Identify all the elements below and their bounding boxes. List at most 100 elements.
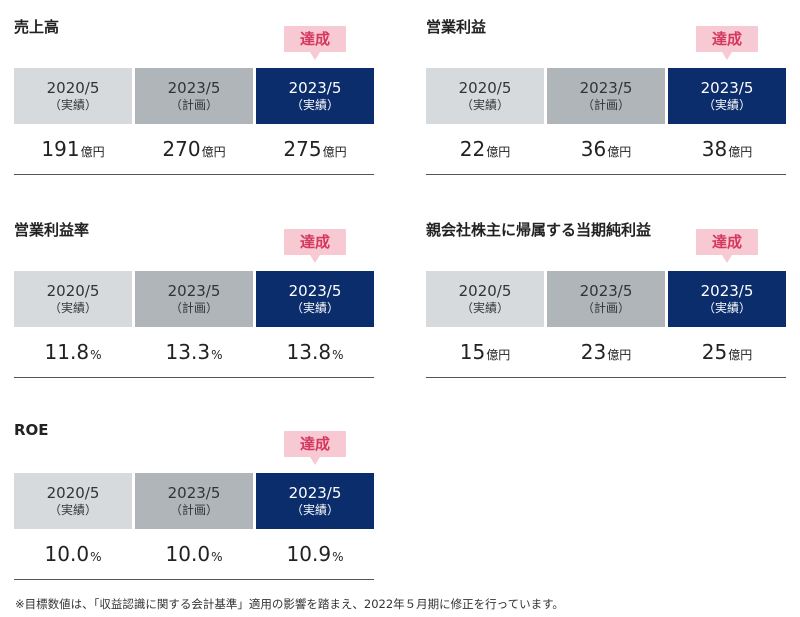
value-number: 25	[701, 340, 728, 364]
period-header: 2020/5 （実績）	[426, 68, 544, 124]
value-unit: %	[90, 549, 102, 564]
kpi-title: 営業利益率	[14, 221, 90, 239]
footnote: ※目標数値は、「収益認識に関する会計基準」適用の影響を踏まえ、2022年５月期に…	[15, 597, 564, 611]
value-number: 22	[459, 137, 486, 161]
period-header: 2020/5 （実績）	[426, 271, 544, 327]
period-type: （計画）	[581, 98, 630, 112]
value-number: 13.8	[286, 340, 332, 364]
period-year: 2023/5	[700, 282, 754, 300]
value-number: 275	[283, 137, 322, 161]
value-cell: 270 億円	[135, 124, 253, 174]
value-unit: %	[211, 347, 223, 362]
period-header: 2023/5 （実績）	[256, 271, 374, 327]
value-unit: 億円	[728, 145, 753, 159]
period-type: （実績）	[290, 301, 339, 315]
achieved-badge: 達成	[284, 26, 346, 60]
value-cell: 10.0%	[135, 529, 253, 579]
kpi-title: 営業利益	[426, 18, 487, 36]
value-cell: 36 億円	[547, 124, 665, 174]
period-type: （計画）	[169, 98, 218, 112]
period-year: 2020/5	[46, 282, 100, 300]
value-number: 10.0	[165, 542, 211, 566]
period-year: 2023/5	[700, 79, 754, 97]
period-header-row: 2020/5 （実績） 2023/5 （計画） 2023/5 （実績）	[14, 271, 374, 327]
period-header: 2023/5 （実績）	[256, 68, 374, 124]
value-unit: %	[90, 347, 102, 362]
period-year: 2023/5	[167, 484, 221, 502]
value-cell: 10.9%	[256, 529, 374, 579]
value-number: 11.8	[44, 340, 90, 364]
value-unit: 億円	[322, 145, 347, 159]
period-type: （実績）	[48, 301, 97, 315]
value-unit: %	[211, 549, 223, 564]
value-number: 36	[580, 137, 607, 161]
value-row: 11.8% 13.3% 13.8%	[14, 327, 374, 378]
kpi-title: 親会社株主に帰属する当期純利益	[426, 221, 652, 239]
period-header-row: 2020/5 （実績） 2023/5 （計画） 2023/5 （実績）	[426, 271, 786, 327]
period-type: （実績）	[290, 98, 339, 112]
period-year: 2023/5	[167, 282, 221, 300]
achieved-badge: 達成	[696, 229, 758, 263]
value-cell: 275 億円	[256, 124, 374, 174]
period-header: 2020/5 （実績）	[14, 68, 132, 124]
value-cell: 38 億円	[668, 124, 786, 174]
value-number: 38	[701, 137, 728, 161]
period-header-row: 2020/5 （実績） 2023/5 （計画） 2023/5 （実績）	[14, 473, 374, 529]
value-row: 15 億円 23 億円 25 億円	[426, 327, 786, 378]
value-number: 23	[580, 340, 607, 364]
achieved-badge: 達成	[284, 229, 346, 263]
value-unit: 億円	[486, 348, 511, 362]
period-type: （計画）	[169, 301, 218, 315]
period-year: 2023/5	[579, 282, 633, 300]
period-type: （計画）	[581, 301, 630, 315]
period-header: 2023/5 （実績）	[668, 68, 786, 124]
period-year: 2020/5	[46, 79, 100, 97]
value-unit: 億円	[201, 145, 226, 159]
value-cell: 13.8%	[256, 327, 374, 377]
value-cell: 191 億円	[14, 124, 132, 174]
period-type: （実績）	[290, 503, 339, 517]
value-unit: 億円	[486, 145, 511, 159]
period-header: 2023/5 （計画）	[547, 271, 665, 327]
period-header: 2023/5 （実績）	[256, 473, 374, 529]
period-header-row: 2020/5 （実績） 2023/5 （計画） 2023/5 （実績）	[426, 68, 786, 124]
value-unit: 億円	[80, 145, 105, 159]
value-row: 10.0% 10.0% 10.9%	[14, 529, 374, 580]
period-year: 2023/5	[167, 79, 221, 97]
value-number: 13.3	[165, 340, 211, 364]
period-header-row: 2020/5 （実績） 2023/5 （計画） 2023/5 （実績）	[14, 68, 374, 124]
value-cell: 13.3%	[135, 327, 253, 377]
value-unit: %	[332, 347, 344, 362]
period-header: 2023/5 （計画）	[135, 473, 253, 529]
period-year: 2023/5	[288, 484, 342, 502]
period-header: 2020/5 （実績）	[14, 271, 132, 327]
period-year: 2020/5	[458, 282, 512, 300]
value-cell: 23 億円	[547, 327, 665, 377]
period-header: 2023/5 （実績）	[668, 271, 786, 327]
period-year: 2023/5	[579, 79, 633, 97]
period-type: （実績）	[702, 98, 751, 112]
value-cell: 10.0%	[14, 529, 132, 579]
period-header: 2023/5 （計画）	[547, 68, 665, 124]
value-number: 270	[162, 137, 201, 161]
period-type: （実績）	[48, 503, 97, 517]
value-number: 10.9	[286, 542, 332, 566]
period-type: （実績）	[460, 98, 509, 112]
period-year: 2020/5	[46, 484, 100, 502]
kpi-title: 売上高	[14, 18, 60, 36]
value-unit: 億円	[728, 348, 753, 362]
value-number: 10.0	[44, 542, 90, 566]
period-type: （実績）	[702, 301, 751, 315]
value-number: 191	[41, 137, 80, 161]
value-row: 191 億円 270 億円 275 億円	[14, 124, 374, 175]
period-year: 2023/5	[288, 282, 342, 300]
period-year: 2020/5	[458, 79, 512, 97]
kpi-title: ROE	[14, 421, 49, 439]
period-type: （実績）	[460, 301, 509, 315]
value-cell: 22 億円	[426, 124, 544, 174]
value-cell: 11.8%	[14, 327, 132, 377]
value-unit: 億円	[607, 348, 632, 362]
value-cell: 15 億円	[426, 327, 544, 377]
value-cell: 25 億円	[668, 327, 786, 377]
value-number: 15	[459, 340, 486, 364]
